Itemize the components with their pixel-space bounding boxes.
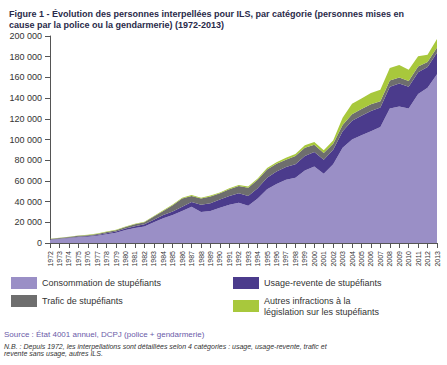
svg-text:Trafic de stupéfiants: Trafic de stupéfiants [42,296,123,306]
svg-text:1973: 1973 [56,251,63,267]
svg-text:1974: 1974 [65,251,72,267]
svg-text:180 000: 180 000 [9,52,42,62]
svg-text:2012: 2012 [424,251,431,267]
svg-text:1997: 1997 [282,251,289,267]
svg-text:2009: 2009 [396,251,403,267]
svg-text:1978: 1978 [103,251,110,267]
svg-text:1980: 1980 [122,251,129,267]
svg-text:Figure 1 - Évolution des perso: Figure 1 - Évolution des personnes inter… [9,9,407,19]
svg-text:1985: 1985 [169,251,176,267]
svg-text:2011: 2011 [415,251,422,266]
svg-text:cause par la police ou la gend: cause par la police ou la gendarmerie) (… [9,20,224,30]
svg-text:1996: 1996 [273,251,280,267]
svg-text:1990: 1990 [216,251,223,267]
svg-text:Consommation de stupéfiants: Consommation de stupéfiants [42,278,162,288]
svg-text:2006: 2006 [367,251,374,267]
svg-text:2001: 2001 [320,251,327,267]
svg-text:2000: 2000 [311,251,318,267]
svg-text:1994: 1994 [254,251,261,267]
svg-text:160 000: 160 000 [9,72,42,82]
svg-text:1988: 1988 [198,251,205,267]
svg-text:40 000: 40 000 [14,197,42,207]
svg-text:20 000: 20 000 [14,217,42,227]
svg-text:2010: 2010 [405,251,412,267]
svg-text:1983: 1983 [150,251,157,267]
svg-text:2004: 2004 [349,251,356,267]
svg-text:140 000: 140 000 [9,93,42,103]
svg-text:1989: 1989 [207,251,214,267]
svg-text:Usage-revente de stupéfiants: Usage-revente de stupéfiants [264,278,382,288]
svg-text:1975: 1975 [75,251,82,267]
svg-text:1982: 1982 [141,251,148,267]
svg-text:N.B. : Depuis 1972, les interp: N.B. : Depuis 1972, les interpellations … [4,343,329,350]
svg-text:1976: 1976 [84,251,91,267]
svg-text:1981: 1981 [131,251,138,267]
svg-text:200 000: 200 000 [9,31,42,41]
svg-text:législation sur les stupéfiant: législation sur les stupéfiants [264,307,380,317]
svg-text:1979: 1979 [113,251,120,267]
svg-text:0: 0 [37,238,42,248]
svg-text:1998: 1998 [292,251,299,267]
svg-text:1977: 1977 [94,251,101,267]
svg-text:Autres infractions à la: Autres infractions à la [264,296,353,306]
svg-text:1995: 1995 [264,251,271,267]
svg-text:1984: 1984 [160,251,167,267]
svg-text:Source : État 4001 annuel, DCP: Source : État 4001 annuel, DCPJ (police … [4,330,205,339]
svg-text:2003: 2003 [339,251,346,267]
svg-text:120 000: 120 000 [9,114,42,124]
svg-text:2005: 2005 [358,251,365,267]
svg-text:100 000: 100 000 [9,135,42,145]
svg-text:2002: 2002 [330,251,337,267]
svg-text:1986: 1986 [179,251,186,267]
svg-text:1999: 1999 [301,251,308,267]
svg-text:1992: 1992 [235,251,242,267]
svg-text:2007: 2007 [377,251,384,267]
svg-text:1987: 1987 [188,251,195,267]
svg-text:2013: 2013 [434,251,441,267]
svg-text:60 000: 60 000 [14,176,42,186]
svg-text:2008: 2008 [386,251,393,267]
svg-text:revente sans usage, autres ILS: revente sans usage, autres ILS. [4,350,103,358]
svg-text:1972: 1972 [47,251,54,267]
svg-text:1993: 1993 [245,251,252,267]
svg-text:1991: 1991 [226,251,233,267]
svg-text:80 000: 80 000 [14,155,42,165]
